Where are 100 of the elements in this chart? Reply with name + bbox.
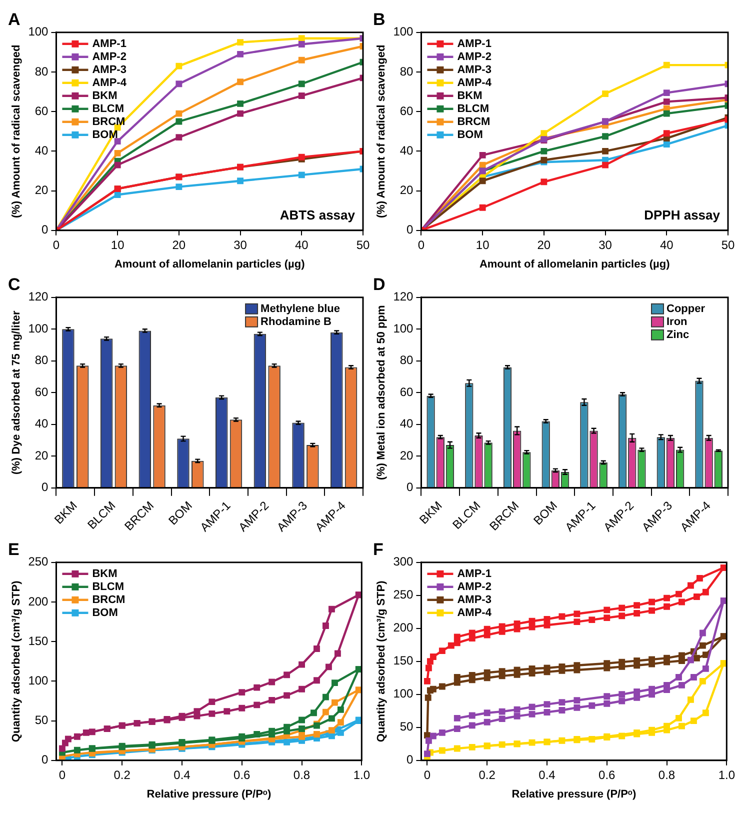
x-tick-label: 0 [52,238,60,252]
legend-label: Iron [666,316,688,328]
chart-title: F [373,540,384,559]
y-tick-label: 40 [400,144,414,158]
x-tick-label: 40 [294,238,309,252]
y-tick-label: 100 [28,24,49,39]
y-tick-label: 40 [400,416,414,431]
y-tick-label: 200 [393,620,414,635]
y-tick-label: 250 [393,588,414,602]
y-tick-label: 100 [393,686,414,701]
y-tick-label: 40 [34,144,49,158]
x-tick-label: 0.6 [598,768,616,782]
legend-label: BKM [457,90,482,102]
legend-label: AMP-4 [457,606,492,619]
x-tick-label: 1.0 [718,768,736,782]
y-tick-label: 120 [28,290,49,304]
x-tick-label: 10 [476,238,490,252]
x-tick-label: 0.6 [234,768,251,782]
legend-label: Methylene blue [260,302,340,315]
y-axis-title: (%) Metal ion adsorbed at 50 ppm [376,305,388,480]
y-tick-label: 20 [34,448,49,462]
chart-title: A [8,10,20,29]
x-tick-label: 0 [424,768,431,782]
x-tick-label: 0 [58,768,66,782]
x-tick-label: 50 [721,238,735,252]
x-tick-label: 40 [660,238,674,252]
y-axis-title: Quantity adsorbed (cm³/g STP) [10,580,23,742]
y-tick-label: 0 [406,752,414,767]
legend-label: Copper [666,302,706,315]
legend-label: BOM [457,128,483,141]
legend-label: AMP-4 [457,76,492,89]
legend-label: AMP-1 [92,38,126,50]
y-tick-label: 80 [34,353,49,368]
x-tick-label: 0.2 [114,768,131,782]
y-tick-label: 40 [34,416,49,431]
y-tick-label: 0 [406,480,414,494]
legend-label: AMP-2 [457,580,492,593]
legend-label: BRCM [92,594,126,606]
legend-label: BOM [92,606,118,619]
x-tick-label: 0.4 [538,768,556,782]
chart-title: C [8,274,20,294]
legend-label: BLCM [92,102,124,115]
annotation: DPPH assay [644,207,721,222]
y-axis-title: (%) Amount of radical scavenged [10,44,23,218]
legend-label: AMP-2 [457,50,492,63]
x-tick-label: 0.8 [293,768,310,782]
annotation: ABTS assay [280,207,356,222]
y-tick-label: 0 [406,222,414,237]
x-tick-label: 0 [418,238,425,252]
y-tick-label: 80 [400,353,414,368]
legend-label: Rhodamine B [260,316,332,328]
y-tick-label: 150 [28,634,49,648]
y-tick-label: 0 [42,480,49,494]
y-tick-label: 60 [400,104,414,118]
y-tick-label: 100 [393,24,414,39]
legend-label: BLCM [457,102,490,115]
legend-label: AMP-3 [457,64,492,76]
x-tick-label: 20 [537,238,551,252]
y-tick-label: 120 [393,290,414,304]
y-tick-label: 100 [393,321,414,336]
y-tick-label: 200 [28,594,49,608]
legend-label: AMP-1 [457,38,492,50]
legend-label: Zinc [666,328,690,341]
y-tick-label: 80 [400,64,414,78]
legend-label: BKM [92,568,118,580]
y-tick-label: 60 [400,384,414,399]
y-tick-label: 50 [34,713,49,728]
x-tick-label: 1.0 [353,768,370,782]
y-tick-label: 300 [393,554,414,569]
y-tick-label: 100 [28,321,49,336]
y-tick-label: 0 [42,222,49,237]
y-tick-label: 60 [34,104,49,118]
y-axis-title: Quantity adsorbed (cm³/g STP) [376,580,388,742]
x-tick-label: 0.2 [478,768,496,782]
y-tick-label: 60 [34,384,49,399]
x-tick-label: 50 [356,238,370,252]
x-tick-label: 0.4 [174,768,191,782]
legend-label: AMP-1 [457,568,492,580]
chart-title: E [8,540,20,559]
y-axis-title: (%) Amount of radical scavenged [376,44,388,218]
y-tick-label: 80 [34,64,49,78]
x-tick-label: 10 [110,238,125,252]
y-tick-label: 50 [400,720,414,734]
x-axis-title: Relative pressure (P/Pᵒ) [146,788,272,800]
x-axis-title: Amount of allomelanin particles (µg) [114,258,306,270]
legend-label: AMP-3 [92,64,126,76]
y-tick-label: 150 [393,654,414,668]
legend-label: BLCM [92,580,124,593]
chart-title: D [373,274,386,294]
y-tick-label: 20 [400,183,414,198]
y-tick-label: 100 [28,674,49,688]
x-tick-label: 30 [598,238,612,252]
y-tick-label: 20 [400,448,414,462]
x-tick-label: 0.8 [658,768,676,782]
y-axis-title: (%) Dye adsorbed at 75 mg/liter [10,310,23,475]
legend-label: BRCM [457,116,490,128]
legend-label: AMP-3 [457,594,492,606]
y-tick-label: 0 [42,752,49,767]
y-tick-label: 250 [28,554,49,569]
chart-title: B [373,10,386,29]
